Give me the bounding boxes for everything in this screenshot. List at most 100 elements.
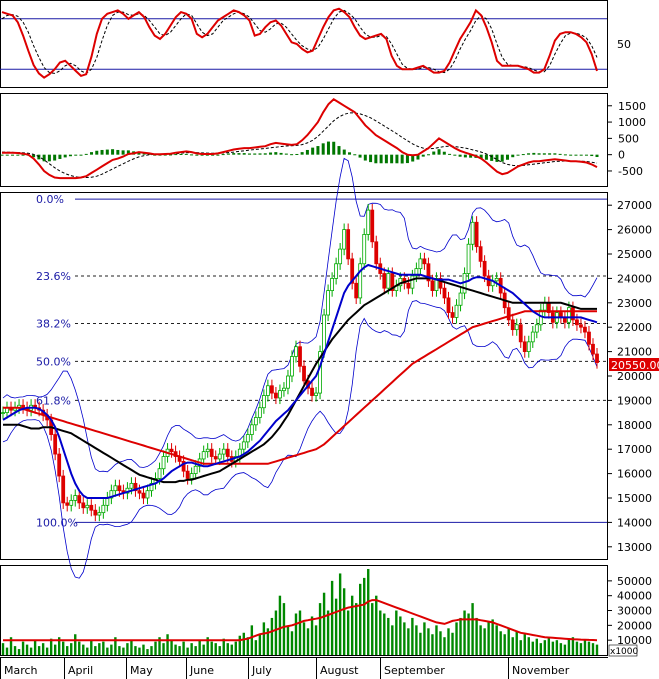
candle-body <box>161 456 166 470</box>
candle-body <box>201 451 206 460</box>
volume-bar <box>447 628 450 655</box>
candle-body <box>253 417 258 426</box>
macd-histogram-bar <box>532 152 536 155</box>
candle-body <box>69 500 74 506</box>
candle-body <box>474 221 479 248</box>
macd-signal-line <box>1 112 598 178</box>
macd-histogram-bar <box>511 154 515 158</box>
volume-bar <box>41 643 45 655</box>
candle-body <box>390 273 395 291</box>
macd-histogram-bar <box>537 153 541 155</box>
macd-histogram-bar <box>42 154 46 162</box>
fibonacci-label: 23.6% <box>36 270 71 283</box>
macd-histogram-bar <box>284 153 288 155</box>
macd-histogram-bar <box>479 154 483 159</box>
candle-body <box>466 243 471 274</box>
volume-bar <box>435 625 438 655</box>
candle-body <box>374 241 379 265</box>
candle-body <box>454 304 459 318</box>
candle-body <box>73 495 78 501</box>
candle-body <box>354 282 359 299</box>
volume-bar <box>334 598 338 655</box>
candle-body <box>522 341 527 352</box>
macd-histogram-bar <box>500 154 504 162</box>
volume-bar <box>282 603 286 655</box>
macd-histogram-bar <box>553 153 557 155</box>
macd-histogram-bar <box>100 149 104 155</box>
candle-body <box>205 448 210 453</box>
candle-body <box>294 346 298 357</box>
candle-body <box>274 392 278 399</box>
volume-tick-label: 40000 <box>617 590 652 603</box>
volume-bar <box>411 617 414 655</box>
candle-body <box>350 258 355 284</box>
macd-line <box>2 98 598 180</box>
volume-unit-label: x1000 <box>610 647 639 657</box>
candle-body <box>478 246 483 262</box>
macd-tick-label: 1000 <box>618 116 646 129</box>
volume-bar <box>206 637 209 655</box>
macd-histogram-bar <box>379 154 383 164</box>
price-tick-label: 13000 <box>617 541 652 554</box>
candle-body <box>129 482 134 489</box>
price-panel: 0.0% 23.6% 38.2% 50.0% 61.8% 100.0% 27000 2600… <box>0 157 659 579</box>
candle-body <box>257 407 262 418</box>
volume-bar <box>535 638 538 655</box>
price-tick-label: 26000 <box>617 224 652 237</box>
volume-bar <box>567 638 571 655</box>
macd-histogram-bar <box>74 154 78 156</box>
price-tick-label: 14000 <box>617 516 652 529</box>
macd-histogram-bar <box>195 154 199 156</box>
volume-bar <box>314 625 318 655</box>
macd-histogram-bar <box>47 154 51 162</box>
macd-histogram-bar <box>411 154 415 162</box>
macd-histogram-bar <box>527 153 531 155</box>
volume-bar <box>310 616 314 655</box>
volume-bar <box>391 625 394 655</box>
candle-body <box>209 448 214 457</box>
macd-histogram-bar <box>369 154 373 163</box>
candle-body <box>261 395 266 409</box>
macd-tick-label: 1500 <box>618 100 646 113</box>
volume-bar <box>563 644 567 655</box>
volume-bar <box>57 637 61 655</box>
volume-bar <box>118 646 121 655</box>
macd-histogram-bar <box>205 154 209 156</box>
volume-bar <box>134 646 137 655</box>
candle-body <box>85 504 90 509</box>
volume-bar <box>363 577 366 655</box>
volume-bar <box>439 631 442 655</box>
macd-histogram-bar <box>200 154 204 156</box>
macd-histogram-bar <box>232 153 236 155</box>
x-axis: March April May June July August September Nove… <box>0 657 608 679</box>
macd-histogram-bar <box>121 150 125 155</box>
volume-bar <box>579 643 583 655</box>
macd-histogram-bar <box>363 154 367 161</box>
candle-body <box>330 277 335 291</box>
candle-body <box>494 277 499 282</box>
volume-bar <box>431 634 434 655</box>
price-ma-long <box>3 310 597 465</box>
candle-body <box>141 492 146 499</box>
candle-body <box>366 209 371 235</box>
macd-histogram-bar <box>563 154 567 156</box>
macd-histogram-bar <box>326 141 330 155</box>
volume-bar <box>142 644 145 655</box>
stochastic-tick-label: 50 <box>617 38 631 51</box>
volume-bar <box>531 641 534 655</box>
volume-bar <box>338 573 342 655</box>
volume-bar <box>274 610 278 655</box>
macd-histogram-bar <box>574 154 578 156</box>
volume-bar <box>266 628 270 655</box>
volume-bar <box>479 625 482 655</box>
macd-histogram-bar <box>400 154 404 164</box>
volume-bar <box>507 628 510 655</box>
candle-body <box>434 277 439 291</box>
volume-bar <box>166 634 169 655</box>
volume-bar <box>198 640 201 655</box>
volume-bar <box>86 647 89 655</box>
volume-tick-label: 10000 <box>617 634 652 647</box>
volume-bar <box>21 641 25 655</box>
candle-body <box>418 258 423 270</box>
candle-body <box>101 504 106 514</box>
